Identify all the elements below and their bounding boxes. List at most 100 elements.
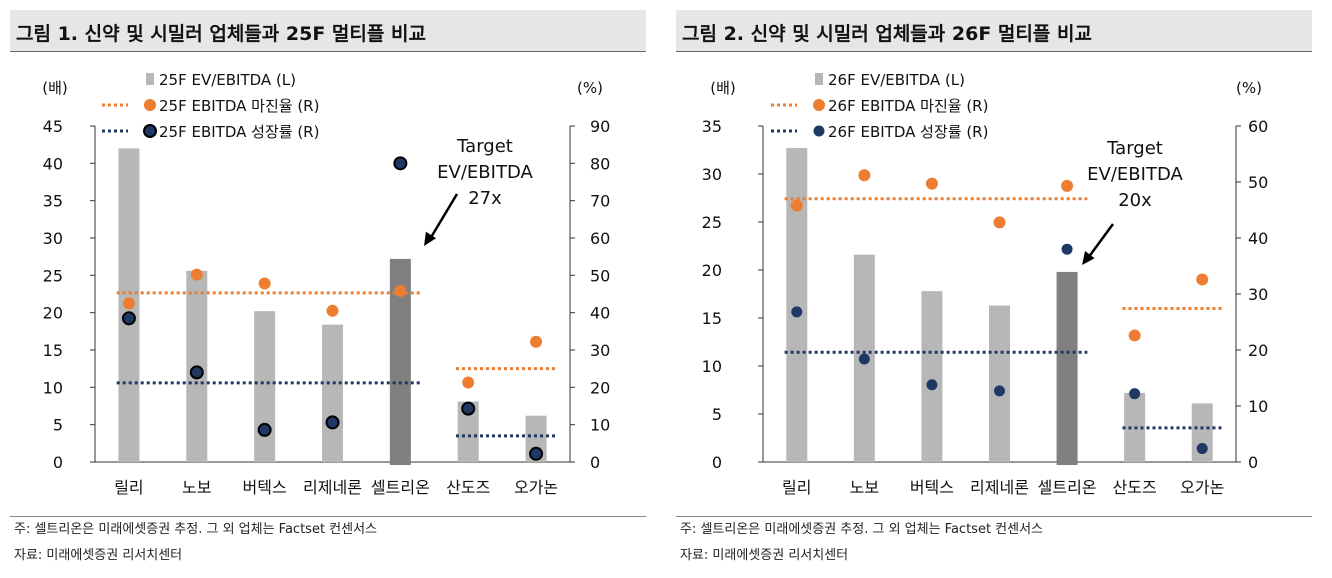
chart-notes: 주: 셀트리온은 미래에셋증권 추정. 그 외 업체는 Factset 컨센서스…	[676, 516, 1312, 569]
margin-point	[858, 169, 871, 182]
bar	[322, 324, 343, 462]
category-label: 오가논	[514, 478, 558, 497]
source-line: 자료: 미래에셋증권 리서치센터	[14, 548, 183, 563]
left-tick-label: 40	[43, 154, 63, 173]
category-label: 노보	[850, 478, 879, 497]
chart-title-bar: 그림 2. 신약 및 시밀러 업체들과 26F 멀티플 비교	[676, 10, 1312, 52]
category-label: 리제네론	[303, 478, 362, 497]
category-label: 산도즈	[446, 478, 490, 497]
source-line: 자료: 미래에셋증권 리서치센터	[680, 548, 849, 563]
growth-point	[529, 446, 544, 461]
category-label: 셀트리온	[371, 478, 430, 497]
bar	[786, 148, 808, 462]
annotation-text: Target	[456, 136, 513, 157]
right-tick-label: 0	[1248, 453, 1258, 472]
left-tick-label: 35	[702, 117, 722, 136]
growth-point	[994, 385, 1005, 397]
margin-point	[258, 277, 271, 290]
right-tick-label: 70	[590, 192, 610, 211]
category-label: 산도즈	[1113, 478, 1157, 497]
right-tick-label: 30	[1248, 285, 1268, 304]
legend-label: 26F EBITDA 성장률 (R)	[828, 123, 988, 141]
legend-label: 25F EBITDA 성장률 (R)	[159, 123, 319, 141]
margin-point	[190, 268, 203, 281]
growth-point	[1196, 443, 1208, 455]
growth-point	[461, 401, 476, 416]
margin-point	[394, 285, 407, 298]
bar	[1056, 271, 1078, 465]
left-tick-label: 15	[702, 309, 722, 328]
bar	[389, 258, 411, 465]
right-tick-label: 80	[590, 154, 610, 173]
right-tick-label: 90	[590, 117, 610, 136]
right-tick-label: 30	[590, 341, 610, 360]
right-tick-label: 50	[590, 266, 610, 285]
category-label: 버텍스	[243, 478, 287, 497]
right-tick-label: 40	[590, 304, 610, 323]
chart-svg: (배) (%) 0 5 10 15 20 25 30 35 40 45 0 10 20 30 40 50 60 70 8…	[42, 71, 610, 497]
annotation-text: EV/EBITDA	[1087, 164, 1183, 185]
category-label: 리제네론	[970, 478, 1029, 497]
left-tick-label: 30	[43, 229, 63, 248]
chart-panel-1: 그림 1. 신약 및 시밀러 업체들과 25F 멀티플 비교 (배) (%) 0 5 1…	[0, 0, 646, 578]
chart-title: 그림 2. 신약 및 시밀러 업체들과 26F 멀티플 비교	[682, 23, 1092, 45]
chart-panel-2: 그림 2. 신약 및 시밀러 업체들과 26F 멀티플 비교 (배) (%) 0 5 1…	[666, 0, 1312, 578]
category-label: 셀트리온	[1038, 478, 1097, 497]
legend-label: 25F EV/EBITDA (L)	[159, 71, 296, 89]
right-axis-label: (%)	[1236, 79, 1262, 97]
legend-margin-dot-swatch	[813, 99, 825, 111]
growth-point	[1061, 243, 1073, 255]
legend-bar-swatch	[146, 73, 154, 85]
left-tick-label: 45	[43, 117, 63, 136]
left-tick-label: 15	[43, 341, 63, 360]
left-tick-label: 10	[43, 378, 63, 397]
category-label: 오가논	[1180, 478, 1224, 497]
chart-title: 그림 1. 신약 및 시밀러 업체들과 25F 멀티플 비교	[16, 23, 426, 45]
growth-point	[257, 422, 272, 437]
right-tick-label: 20	[1248, 341, 1268, 360]
right-tick-label: 50	[1248, 173, 1268, 192]
bar	[921, 291, 943, 462]
legend-growth-dot-swatch	[813, 125, 825, 137]
bar	[989, 305, 1010, 462]
legend-bar-swatch	[815, 73, 823, 85]
growth-point	[791, 306, 803, 318]
bar	[254, 311, 276, 462]
right-tick-label: 10	[590, 416, 610, 435]
left-tick-label: 20	[702, 261, 722, 280]
margin-point	[1196, 273, 1209, 286]
left-axis-label: (배)	[42, 79, 68, 97]
growth-point	[121, 311, 136, 326]
margin-point	[462, 376, 475, 389]
annotation-arrow-head	[424, 231, 437, 246]
margin-point	[530, 335, 543, 348]
legend-margin-dot-swatch	[144, 99, 156, 111]
annotation-arrow-head	[1082, 251, 1095, 265]
annotation-arrow-line	[428, 193, 459, 240]
bar	[457, 401, 479, 462]
growth-point	[926, 379, 938, 391]
annotation-text: 27x	[468, 188, 502, 209]
margin-point	[1061, 179, 1074, 192]
left-axis-label: (배)	[710, 79, 736, 97]
right-axis-label: (%)	[577, 79, 603, 97]
right-tick-label: 40	[1248, 229, 1268, 248]
note-line: 주: 셀트리온은 미래에셋증권 추정. 그 외 업체는 Factset 컨센서스	[680, 522, 1044, 537]
legend-label: 25F EBITDA 마진율 (R)	[159, 97, 319, 115]
right-tick-label: 60	[1248, 117, 1268, 136]
annotation-arrow-line	[1086, 223, 1115, 259]
growth-point	[325, 415, 340, 430]
legend-label: 26F EV/EBITDA (L)	[828, 71, 965, 89]
left-tick-label: 30	[702, 165, 722, 184]
annotation-text: EV/EBITDA	[437, 162, 533, 183]
legend-growth-dot-swatch	[143, 124, 157, 138]
growth-point	[393, 156, 408, 171]
chart-notes: 주: 셀트리온은 미래에셋증권 추정. 그 외 업체는 Factset 컨센서스…	[10, 516, 646, 569]
margin-point	[326, 304, 339, 317]
right-tick-label: 0	[590, 453, 600, 472]
chart-svg: (배) (%) 0 5 10 15 20 25 30 35 0 10 20 30 40 50 60 릴리 노보 버텍스…	[702, 71, 1269, 497]
right-tick-label: 10	[1248, 397, 1268, 416]
category-label: 노보	[182, 478, 211, 497]
growth-point	[189, 365, 204, 380]
category-label: 버텍스	[910, 478, 954, 497]
